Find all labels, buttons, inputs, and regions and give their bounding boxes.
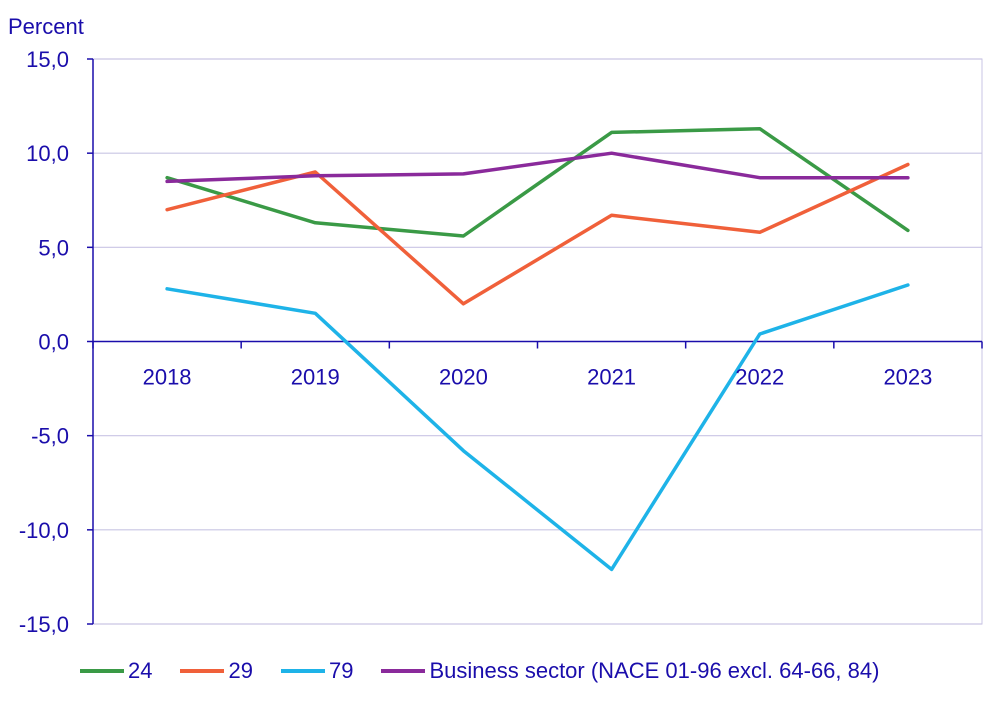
legend-label: 79	[328, 658, 354, 683]
axes	[87, 58, 983, 625]
y-tick-label: 10,0	[26, 141, 69, 166]
y-tick-label: -5,0	[31, 424, 69, 449]
axis-labels: 15,0 10,0 5,0 0,0 -5,0 -10,0 -15,0 Percent 2018 2…	[8, 14, 932, 637]
x-tick-label: 2020	[439, 365, 488, 390]
grid	[92, 58, 983, 625]
legend-swatch	[381, 669, 426, 673]
legend-item: Business sector (NACE 01-96 excl. 64-66,…	[381, 658, 879, 684]
x-tick-label: 2023	[883, 365, 932, 390]
legend-label: 24	[128, 658, 153, 683]
y-axis-title: Percent	[8, 14, 84, 39]
series-lines	[165, 126, 910, 572]
series-line-24	[165, 126, 910, 238]
y-tick-label: -15,0	[19, 612, 69, 637]
y-tick-label: 5,0	[38, 235, 69, 260]
series-line-79	[165, 283, 910, 572]
legend-swatch	[280, 669, 325, 673]
y-tick-label: -10,0	[19, 518, 69, 543]
legend-label: Business sector (NACE 01-96 excl. 64-66,…	[429, 658, 880, 683]
x-tick-label: 2022	[735, 365, 784, 390]
legend-item: 29	[180, 658, 253, 684]
y-tick-label: 0,0	[38, 330, 69, 355]
y-tick-label: 15,0	[26, 47, 69, 72]
x-tick-label: 2018	[143, 365, 192, 390]
legend-item: 79	[280, 658, 354, 684]
x-tick-label: 2019	[291, 365, 340, 390]
legend-item: 24	[80, 658, 152, 684]
x-tick-label: 2021	[587, 365, 636, 390]
series-line-business	[165, 151, 910, 184]
legend-swatch	[180, 669, 225, 673]
legend-label: 29	[228, 658, 253, 683]
legend: 24 29 79 Business sector (NACE 01-96 excl. …	[80, 658, 907, 684]
legend-swatch	[80, 669, 124, 673]
